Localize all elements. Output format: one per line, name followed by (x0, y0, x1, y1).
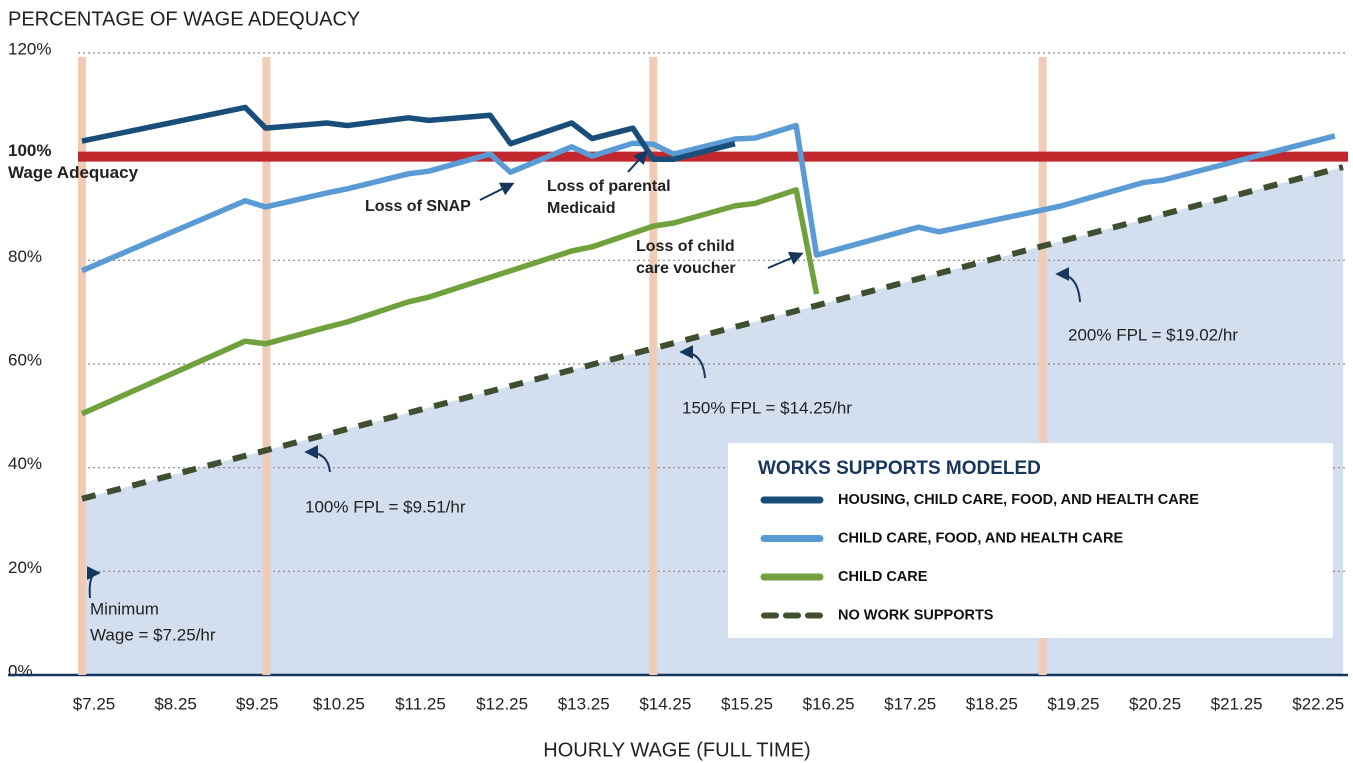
x-tick-label: $22.25 (1292, 694, 1344, 713)
x-tick-label: $15.25 (721, 694, 773, 713)
annotation-arrow (1055, 267, 1081, 303)
x-tick-label: $17.25 (884, 694, 936, 713)
legend-label: CHILD CARE (838, 569, 928, 585)
chart-title: PERCENTAGE OF WAGE ADEQUACY (8, 8, 360, 30)
reference-vline (649, 57, 658, 675)
annotation: Loss of child (636, 238, 735, 255)
x-tick-label: $14.25 (639, 694, 691, 713)
vline-label: 100% FPL = $9.51/hr (305, 497, 466, 516)
x-tick-label: $10.25 (313, 694, 365, 713)
annotation-arrow (627, 149, 648, 173)
legend-box (728, 443, 1333, 638)
legend-label: NO WORK SUPPORTS (838, 607, 994, 623)
legend-label: CHILD CARE, FOOD, AND HEALTH CARE (838, 530, 1123, 546)
series-line (80, 187, 820, 417)
annotation: Loss of parental (547, 178, 671, 195)
series-line (81, 104, 736, 163)
x-tick-label: $8.25 (154, 694, 197, 713)
x-axis-label: HOURLY WAGE (FULL TIME) (543, 739, 810, 761)
y-tick-label: 120% (8, 39, 51, 58)
legend-title: WORKS SUPPORTS MODELED (758, 458, 1041, 479)
reference-vline (78, 57, 86, 675)
y-tick-label: 0% (8, 661, 33, 680)
vline-label: Minimum (90, 599, 159, 618)
x-tick-label: $19.25 (1047, 694, 1099, 713)
series-line (81, 164, 1344, 502)
y-tick-label: 20% (8, 558, 42, 577)
vline-label: 200% FPL = $19.02/hr (1068, 325, 1238, 344)
x-tick-label: $12.25 (476, 694, 528, 713)
x-tick-label: $11.25 (395, 694, 446, 713)
x-tick-label: $9.25 (236, 694, 279, 713)
reference-vline (262, 57, 271, 675)
annotation-arrow (86, 566, 101, 599)
y-tick-label: 60% (8, 350, 42, 369)
x-tick-label: $7.25 (73, 694, 116, 713)
x-tick-label: $13.25 (558, 694, 610, 713)
x-tick-label: $18.25 (966, 694, 1018, 713)
annotation: Medicaid (547, 200, 615, 217)
x-tick-label: $20.25 (1129, 694, 1181, 713)
reference-vline (1038, 57, 1047, 675)
reference-line-label: 100% (8, 141, 51, 160)
annotation-arrow (767, 251, 804, 269)
vline-label: Wage = $7.25/hr (90, 625, 216, 644)
reference-line-text: Wage Adequacy (8, 163, 139, 182)
vline-label: 150% FPL = $14.25/hr (682, 398, 852, 417)
annotation: care voucher (636, 260, 736, 277)
annotation-arrow (479, 182, 515, 201)
y-tick-label: 80% (8, 247, 42, 266)
legend-label: HOUSING, CHILD CARE, FOOD, AND HEALTH CA… (838, 492, 1199, 508)
y-tick-label: 40% (8, 454, 42, 473)
annotation-arrow (679, 345, 706, 379)
x-tick-label: $16.25 (803, 694, 855, 713)
x-tick-label: $21.25 (1211, 694, 1263, 713)
annotation: Loss of SNAP (365, 198, 471, 215)
annotation-arrow (304, 445, 331, 473)
